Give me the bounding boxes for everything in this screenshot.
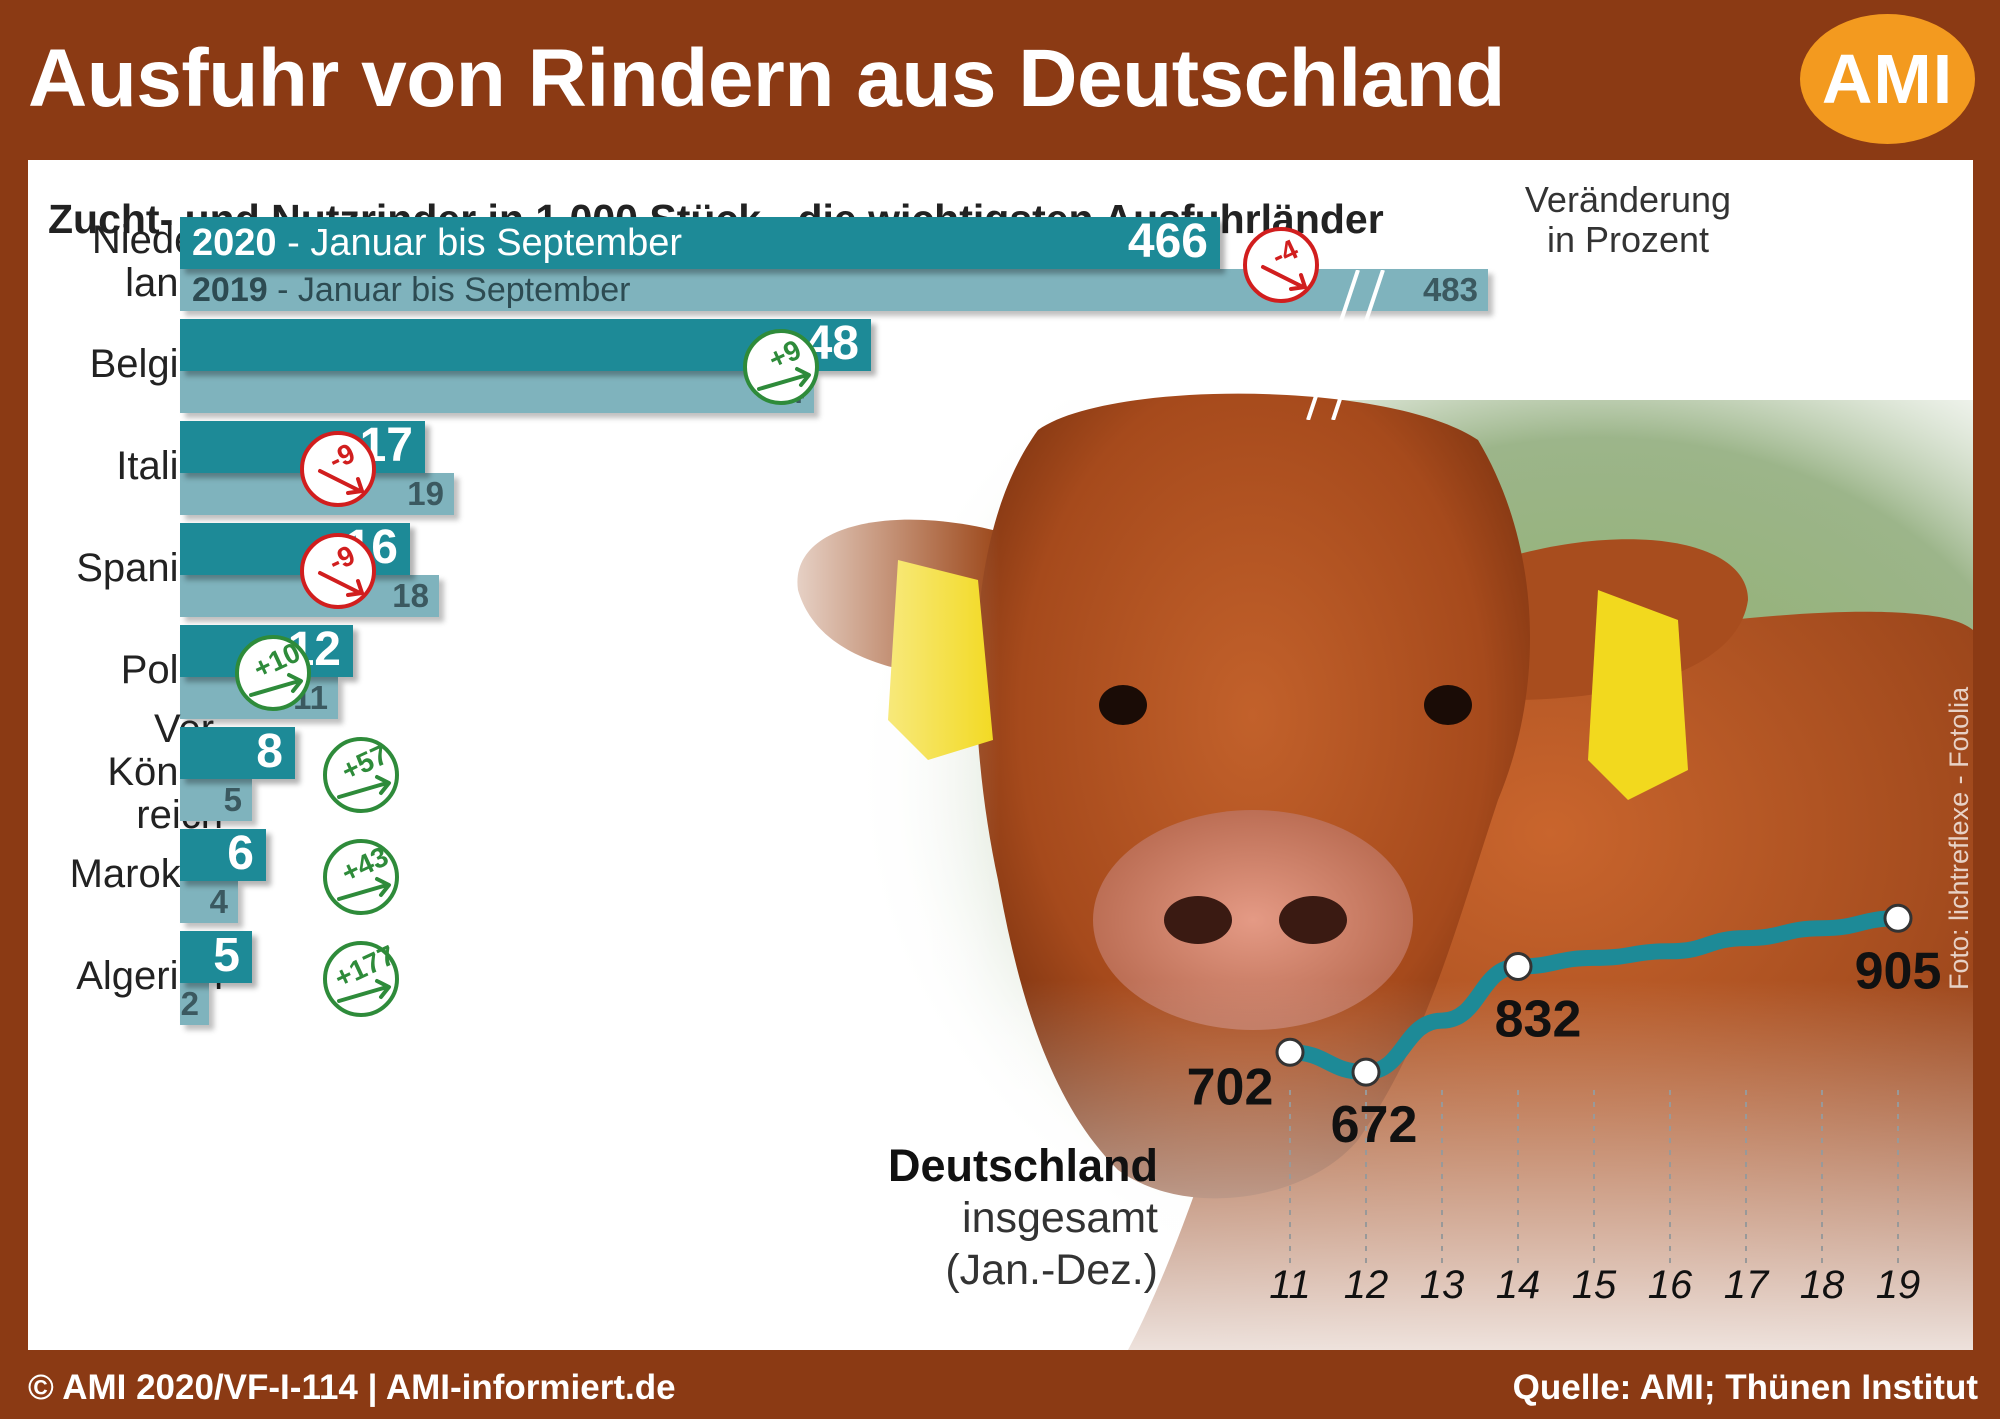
- data-label: 672: [1331, 1096, 1418, 1154]
- total-trend-line: [1282, 910, 1906, 1081]
- change-badge: +9: [743, 329, 819, 405]
- value-2020: 5: [213, 929, 240, 982]
- legend-2019: 2019 - Januar bis September: [192, 271, 631, 309]
- data-point: [1351, 1057, 1381, 1087]
- x-tick-label: 19: [1876, 1263, 1921, 1307]
- bar-2020: [180, 217, 1220, 269]
- bar-2020: [180, 931, 252, 983]
- arrow-up-icon: [757, 367, 811, 391]
- photo-credit: Foto: lichtreflexe - Fotolia: [1944, 686, 1973, 990]
- arrow-down-icon: [318, 571, 364, 597]
- change-badge: -9: [300, 533, 376, 609]
- arrow-up-icon: [337, 775, 391, 799]
- x-tick-label: 16: [1648, 1263, 1693, 1307]
- x-tick-label: 18: [1800, 1263, 1845, 1307]
- bar-2019: [180, 371, 814, 413]
- page-title: Ausfuhr von Rindern aus Deutschland: [28, 33, 1505, 124]
- x-tick-label: 13: [1420, 1263, 1465, 1307]
- change-badge: +10: [235, 635, 311, 711]
- x-tick-label: 14: [1496, 1263, 1541, 1307]
- bar-2020: [180, 829, 266, 881]
- data-label: 702: [1187, 1058, 1274, 1116]
- bar-2020: [180, 727, 295, 779]
- value-2019: 18: [392, 577, 429, 614]
- change-badge: +177: [323, 939, 400, 1017]
- value-2019: 5: [223, 781, 242, 818]
- value-2019: 2: [180, 985, 199, 1022]
- value-2020: 8: [256, 725, 283, 778]
- ami-logo: AMI: [1800, 14, 1975, 144]
- footer-source: Quelle: AMI; Thünen Institut: [1512, 1368, 1978, 1407]
- value-2020: 466: [1127, 215, 1208, 268]
- change-badge: -9: [300, 431, 376, 507]
- change-badge: +57: [323, 737, 399, 813]
- data-label: 832: [1495, 990, 1582, 1048]
- x-tick-label: 15: [1572, 1263, 1617, 1307]
- total-label: Deutschland insgesamt (Jan.-Dez.): [788, 1140, 1158, 1296]
- data-point: [1883, 903, 1913, 933]
- bar-2019: [180, 779, 252, 821]
- change-heading: Veränderung in Prozent: [1524, 179, 1732, 260]
- x-tick-label: 11: [1269, 1263, 1311, 1307]
- x-tick-label: 12: [1344, 1263, 1389, 1307]
- total-title: Deutschland: [887, 1140, 1158, 1191]
- value-2019: 19: [407, 475, 444, 512]
- bar-2019: [180, 881, 238, 923]
- change-badge: -4: [1243, 227, 1319, 303]
- data-point: [1503, 951, 1533, 981]
- legend-2020: 2020 - Januar bis September: [192, 222, 683, 264]
- data-label: 905: [1855, 942, 1942, 1000]
- total-subtitle-1: insgesamt: [962, 1194, 1158, 1242]
- bar-2019: [180, 983, 209, 1025]
- value-2020: 6: [227, 827, 254, 880]
- total-line-chart: 11 12 13 14 15 16 17 18 19 702 672 832 905: [1187, 903, 1942, 1307]
- arrow-up-icon: [337, 979, 391, 1003]
- data-point: [1275, 1037, 1305, 1067]
- axis-break-mark: [1306, 270, 1385, 420]
- change-badge: +43: [323, 839, 399, 915]
- arrow-up-icon: [249, 673, 303, 697]
- arrow-up-icon: [337, 877, 391, 901]
- x-tick-label: 17: [1724, 1263, 1770, 1307]
- value-2019: 4: [209, 883, 228, 920]
- arrow-down-icon: [318, 469, 364, 495]
- chart-panel: Zucht- und Nutzrinder in 1.000 Stück - d…: [28, 160, 1973, 1350]
- total-subtitle-2: (Jan.-Dez.): [945, 1246, 1158, 1294]
- arrow-down-icon: [1261, 265, 1307, 291]
- footer-copyright: © AMI 2020/VF-I-114 | AMI-informiert.de: [28, 1368, 676, 1407]
- value-2019: 483: [1422, 271, 1478, 308]
